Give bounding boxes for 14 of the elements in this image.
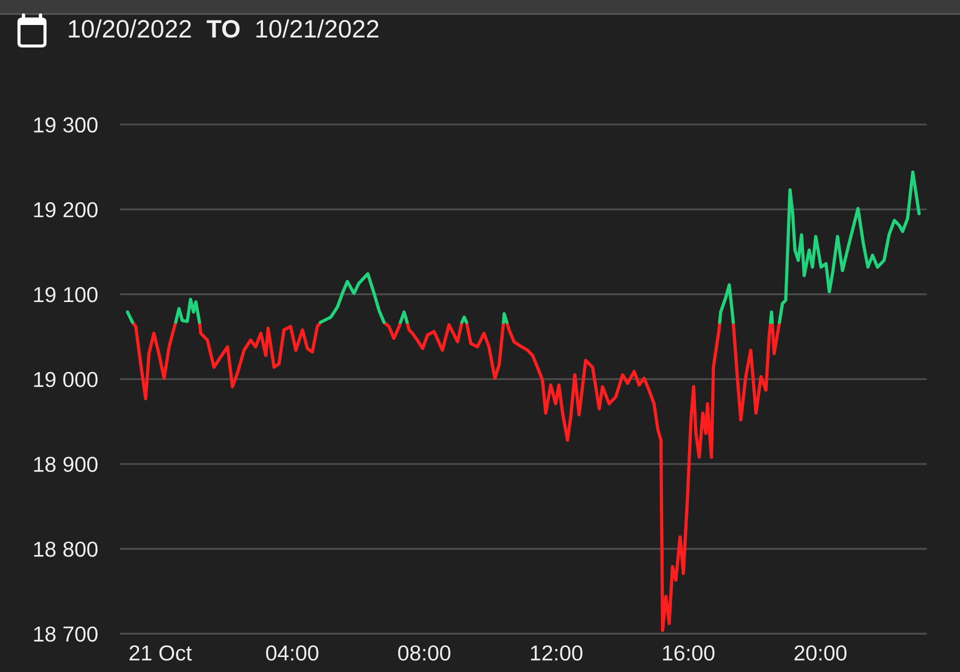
- x-tick-label: 08:00: [398, 645, 450, 661]
- y-tick-label: 18 700: [34, 626, 98, 642]
- y-tick-label: 19 000: [34, 372, 98, 388]
- y-tick-label: 19 200: [34, 202, 98, 218]
- x-tick-label: 16:00: [663, 645, 714, 661]
- y-tick-label: 19 100: [34, 287, 98, 302]
- chart-title: 10/20/2022 TO 10/21/2022: [68, 19, 378, 38]
- y-tick-label: 19 300: [34, 117, 98, 133]
- x-tick-label: 04:00: [266, 645, 318, 661]
- x-tick-label: 20:00: [794, 645, 846, 661]
- x-tick-label: 12:00: [531, 645, 582, 661]
- y-tick-label: 18 800: [34, 542, 98, 557]
- y-tick-label: 18 900: [34, 456, 98, 472]
- x-tick-label: 21 Oct: [130, 645, 192, 661]
